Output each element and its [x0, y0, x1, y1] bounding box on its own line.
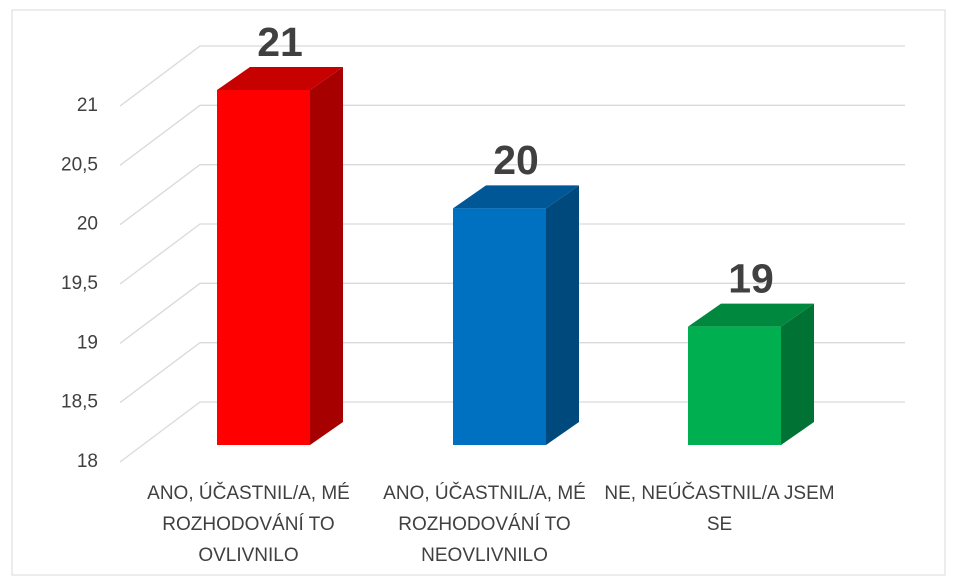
grid-line — [119, 223, 905, 285]
bar — [453, 185, 579, 446]
data-label: 20 — [493, 137, 539, 183]
data-label: 19 — [728, 255, 774, 301]
grid-line — [119, 164, 905, 226]
grid-line — [119, 342, 905, 404]
chart-border — [11, 9, 946, 576]
grid-line — [119, 401, 905, 463]
y-tick-label: 20,5 — [61, 154, 98, 175]
x-tick-label: ANO, ÚČASTNIL/A, MÉ ROZHODOVÁNÍ TO NEOVL… — [383, 483, 586, 566]
bar-front — [453, 208, 546, 445]
grid-line — [119, 104, 905, 166]
bar-front — [688, 326, 781, 445]
grid-line — [119, 282, 905, 344]
bar-side — [546, 185, 579, 446]
y-tick-label: 18 — [77, 451, 98, 472]
bar-top — [688, 303, 814, 327]
y-tick-label: 20 — [77, 214, 98, 235]
y-tick-label: 19 — [77, 332, 98, 353]
grid-line — [119, 45, 905, 107]
x-tick-label: NE, NEÚČASTNIL/A JSEM SE — [604, 483, 835, 535]
y-tick-label: 18,5 — [61, 392, 98, 413]
bar — [688, 303, 814, 445]
y-tick-label: 21 — [77, 95, 98, 116]
bar — [217, 67, 343, 445]
bar-side — [781, 303, 814, 445]
bar-side — [310, 67, 343, 445]
data-label: 21 — [257, 19, 303, 65]
bar-top — [453, 185, 579, 209]
y-tick-label: 19,5 — [61, 273, 98, 294]
bar-top — [217, 67, 343, 90]
bar-front — [217, 90, 310, 445]
x-tick-label: ANO, ÚČASTNIL/A, MÉ ROZHODOVÁNÍ TO OVLIV… — [147, 483, 350, 566]
